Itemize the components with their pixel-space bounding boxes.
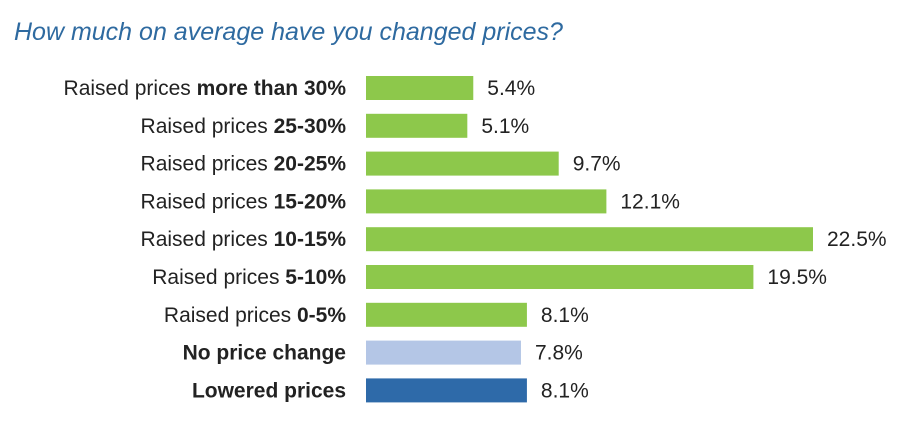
bar: [366, 76, 474, 100]
bar: [366, 265, 754, 289]
bar: [366, 189, 607, 214]
bar: [366, 340, 521, 365]
bar: [366, 113, 468, 138]
category-label-bold: 15-20%: [274, 190, 347, 213]
category-label-prefix: Raised prices: [164, 304, 297, 327]
category-label: Raised prices 0-5%: [164, 304, 346, 327]
category-label-bold: 5-10%: [285, 266, 346, 289]
category-label-bold: 10-15%: [274, 228, 347, 251]
value-label: 8.1%: [541, 304, 589, 327]
category-label-bold: 25-30%: [274, 115, 347, 138]
value-label: 5.4%: [487, 77, 535, 100]
category-label-bold: 0-5%: [297, 304, 346, 327]
category-label-prefix: Raised prices: [141, 228, 274, 251]
category-label: Lowered prices: [192, 379, 346, 402]
value-label: 7.8%: [535, 342, 583, 365]
category-label: Raised prices 25-30%: [141, 115, 347, 138]
value-label: 5.1%: [481, 115, 529, 138]
category-label-bold: No price change: [183, 342, 346, 365]
bar: [366, 227, 813, 252]
value-label: 8.1%: [541, 379, 589, 402]
bar: [366, 378, 527, 403]
bar: [366, 151, 559, 176]
category-label-prefix: Raised prices: [141, 153, 274, 176]
category-label-prefix: Raised prices: [64, 77, 197, 100]
chart-title: How much on average have you changed pri…: [14, 18, 563, 46]
category-label-prefix: Raised prices: [141, 115, 274, 138]
category-label-prefix: Raised prices: [152, 266, 285, 289]
bar: [366, 302, 527, 327]
category-label-prefix: Raised prices: [141, 190, 274, 213]
value-label: 22.5%: [827, 228, 887, 251]
category-label: Raised prices 5-10%: [152, 266, 346, 289]
category-label-bold: more than 30%: [197, 77, 347, 100]
category-label-bold: Lowered prices: [192, 379, 346, 402]
value-label: 9.7%: [573, 153, 621, 176]
category-label: Raised prices 20-25%: [141, 153, 347, 176]
value-label: 19.5%: [767, 266, 827, 289]
value-label: 12.1%: [620, 190, 680, 213]
category-label: Raised prices 10-15%: [141, 228, 347, 251]
category-label: Raised prices 15-20%: [141, 190, 347, 213]
category-label-bold: 20-25%: [274, 153, 347, 176]
category-label: No price change: [183, 342, 346, 365]
category-label: Raised prices more than 30%: [64, 77, 347, 100]
